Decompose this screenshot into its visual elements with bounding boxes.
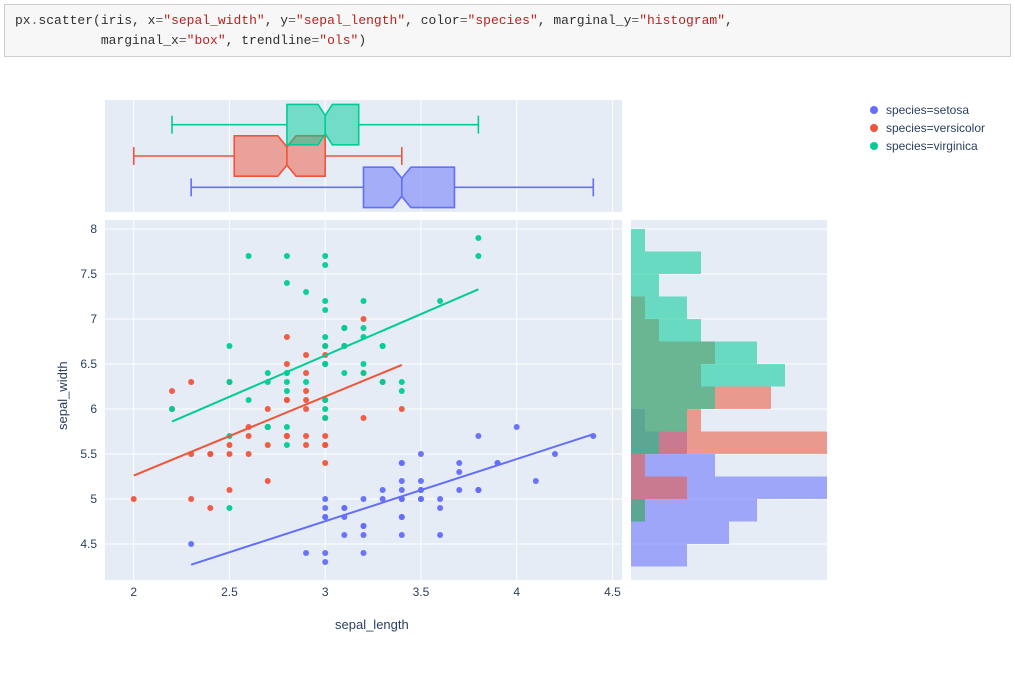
legend-item-virginica[interactable]: species=virginica [870, 139, 985, 153]
y-axis-label: sepal_width [55, 361, 70, 430]
svg-text:8: 8 [90, 222, 97, 236]
legend-label: species=versicolor [886, 121, 985, 135]
legend-item-setosa[interactable]: species=setosa [870, 103, 985, 117]
svg-text:7.5: 7.5 [80, 267, 97, 281]
svg-text:5: 5 [90, 492, 97, 506]
svg-text:3.5: 3.5 [413, 585, 430, 599]
svg-text:6: 6 [90, 402, 97, 416]
scatter-panel[interactable] [105, 220, 622, 580]
plotly-chart[interactable]: species=setosa species=versicolor species=… [0, 95, 1015, 675]
svg-text:7: 7 [90, 312, 97, 326]
marginal-x-box-panel[interactable] [105, 100, 622, 212]
legend-label: species=setosa [886, 103, 969, 117]
svg-text:4.5: 4.5 [604, 585, 621, 599]
marginal-y-hist-panel[interactable] [631, 220, 827, 580]
svg-text:5.5: 5.5 [80, 447, 97, 461]
svg-text:4: 4 [513, 585, 520, 599]
svg-text:2: 2 [130, 585, 137, 599]
svg-text:4.5: 4.5 [80, 537, 97, 551]
code-cell: px.scatter(iris, x="sepal_width", y="sep… [4, 4, 1011, 57]
svg-text:2.5: 2.5 [221, 585, 238, 599]
legend-label: species=virginica [886, 139, 978, 153]
x-axis-label: sepal_length [335, 617, 409, 632]
svg-text:3: 3 [322, 585, 329, 599]
legend[interactable]: species=setosa species=versicolor species=… [870, 103, 985, 157]
svg-text:6.5: 6.5 [80, 357, 97, 371]
legend-item-versicolor[interactable]: species=versicolor [870, 121, 985, 135]
